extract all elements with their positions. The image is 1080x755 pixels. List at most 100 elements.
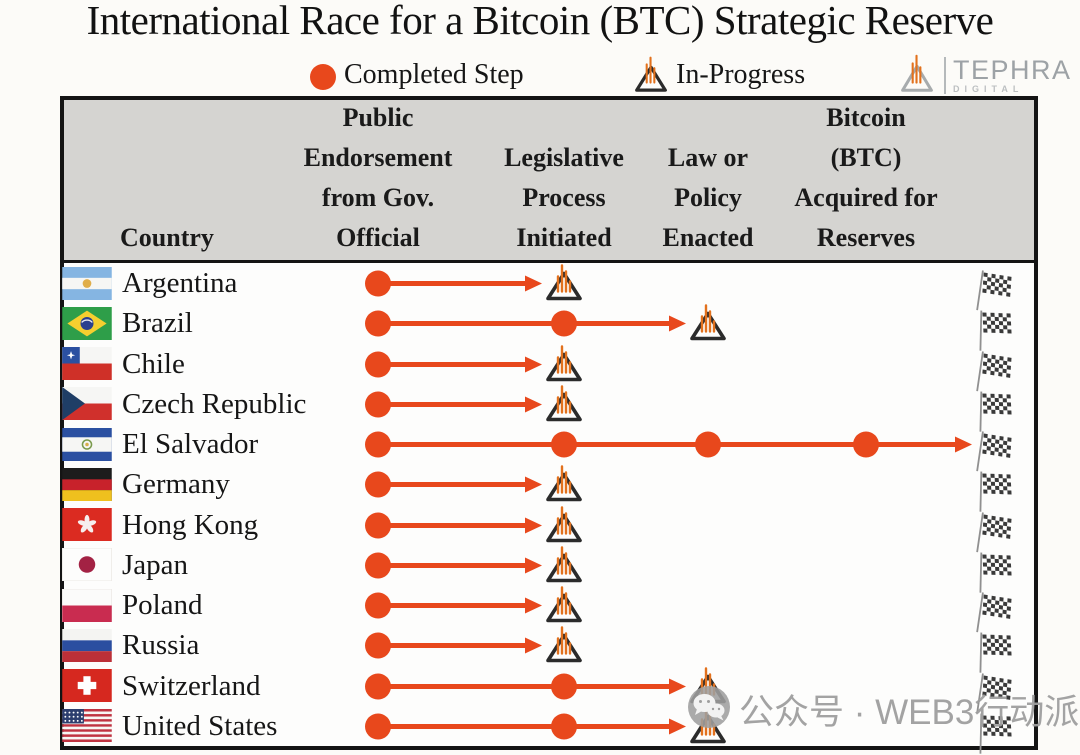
- finish-flag-icon: [976, 672, 1012, 713]
- in-progress-icon: [546, 385, 582, 422]
- arrowhead-icon: [525, 597, 542, 614]
- argentina-flag: [62, 266, 112, 300]
- table-row: Argentina: [62, 263, 1034, 311]
- in-progress-label: In-Progress: [676, 59, 806, 90]
- japan-flag: [62, 548, 112, 582]
- tephra-logo: TEPHRA DIGITAL: [894, 50, 1072, 101]
- completed-step-dot: [365, 592, 391, 619]
- in-progress-icon: [546, 505, 582, 542]
- logo-brand: TEPHRA: [953, 55, 1072, 85]
- page-title: International Race for a Bitcoin (BTC) S…: [86, 0, 994, 43]
- logo-sub: DIGITAL: [953, 84, 1024, 94]
- country-label: Germany: [122, 468, 230, 501]
- row-progress-track: [64, 464, 1034, 512]
- in-progress-icon: [546, 344, 582, 381]
- table-row: Germany: [62, 464, 1034, 512]
- arrowhead-icon: [525, 275, 542, 292]
- row-progress-track: [64, 505, 1034, 552]
- table-row: Chile: [62, 344, 1034, 391]
- finish-flag-icon: [976, 350, 1012, 391]
- country-label: United States: [122, 709, 278, 742]
- table-row: El Salvador: [62, 424, 1034, 472]
- arrowhead-icon: [669, 718, 686, 735]
- completed-step-dot: [365, 391, 391, 418]
- finish-flag-icon: [976, 270, 1012, 311]
- country-label: Poland: [122, 589, 203, 621]
- completed-step-legend-icon: [310, 64, 336, 90]
- in-progress-icon: [546, 465, 582, 502]
- finish-flag-icon: [979, 552, 1012, 593]
- table-header: Country Public Endorsement from Gov. Offici…: [64, 100, 1034, 263]
- poland-flag: [62, 588, 112, 622]
- arrowhead-icon: [669, 678, 686, 694]
- finish-flag-icon: [976, 511, 1012, 552]
- russia-flag: [62, 628, 112, 662]
- completed-step-dot: [853, 431, 879, 458]
- wechat-icon: [686, 684, 732, 735]
- in-progress-legend-icon: [632, 52, 670, 99]
- arrowhead-icon: [525, 517, 542, 533]
- completed-step-dot: [551, 310, 577, 337]
- finish-flag-icon: [976, 431, 1012, 472]
- row-progress-track: [64, 303, 1034, 351]
- finish-flag-icon: [979, 713, 1012, 754]
- completed-step-dot: [365, 552, 391, 579]
- finish-flag-icon: [979, 471, 1012, 512]
- row-progress-track: [64, 344, 1034, 391]
- completed-step-dot: [365, 673, 391, 699]
- step-column-header-3: Law or Policy Enacted: [662, 143, 754, 252]
- step-column-header-2: Legislative Process Initiated: [504, 143, 624, 252]
- switzerland-flag: [62, 669, 112, 702]
- country-label: El Salvador: [122, 428, 259, 460]
- row-progress-track: [64, 706, 1034, 754]
- completed-step-dot: [695, 431, 721, 458]
- finish-flag-icon: [979, 632, 1012, 673]
- completed-step-label: Completed Step: [344, 59, 524, 90]
- in-progress-icon: [546, 546, 582, 583]
- arrowhead-icon: [525, 637, 542, 654]
- el-salvador-flag: [62, 427, 112, 461]
- in-progress-icon: [546, 264, 582, 301]
- table-row: Japan: [62, 545, 1034, 593]
- watermark: 公众号 · WEB3行动派: [686, 684, 1079, 735]
- arrowhead-icon: [525, 557, 542, 574]
- in-progress-icon: [546, 586, 582, 623]
- completed-step-dot: [365, 632, 391, 659]
- completed-step-dot: [551, 431, 577, 458]
- country-label: Brazil: [122, 307, 193, 340]
- step-column-header-4: Bitcoin (BTC) Acquired for Reserves: [794, 103, 938, 252]
- country-column-header: Country: [120, 223, 214, 252]
- row-progress-track: [64, 384, 1034, 432]
- in-progress-icon: [690, 304, 726, 341]
- progress-table: Country Public Endorsement from Gov. Offici…: [60, 96, 1038, 754]
- country-label: Japan: [122, 548, 189, 581]
- country-label: Russia: [122, 629, 200, 662]
- arrowhead-icon: [525, 476, 542, 493]
- completed-step-dot: [365, 431, 391, 458]
- completed-step-dot: [551, 713, 577, 740]
- arrowhead-icon: [955, 436, 972, 453]
- completed-step-dot: [365, 713, 391, 740]
- chile-flag: [62, 347, 112, 380]
- completed-step-dot: [365, 471, 391, 498]
- row-progress-track: [64, 585, 1034, 633]
- country-label: Argentina: [122, 267, 238, 299]
- table-row: Russia: [62, 625, 1034, 673]
- finish-flag-icon: [976, 592, 1012, 633]
- table-row: Poland: [62, 585, 1034, 633]
- country-label: Chile: [122, 347, 185, 380]
- table-row: Czech Republic: [62, 384, 1034, 432]
- country-label: Hong Kong: [122, 508, 259, 541]
- completed-step-dot: [365, 270, 391, 297]
- finish-flag-icon: [979, 310, 1012, 351]
- row-progress-track: [64, 424, 1034, 472]
- table-row: United States: [62, 706, 1034, 754]
- germany-flag: [62, 467, 112, 501]
- watermark-text: 公众号 · WEB3行动派: [739, 693, 1080, 732]
- step-column-header-1: Public Endorsement from Gov. Official: [303, 103, 453, 252]
- united-states-flag: [62, 709, 112, 743]
- row-progress-track: [64, 545, 1034, 593]
- completed-step-dot: [551, 673, 577, 699]
- arrowhead-icon: [669, 315, 686, 332]
